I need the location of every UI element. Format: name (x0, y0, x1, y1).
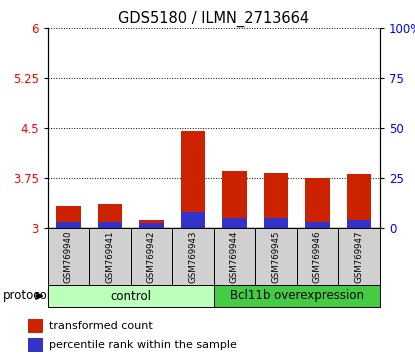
Bar (214, 228, 255, 285)
Bar (56, 206, 81, 228)
Text: GSM769945: GSM769945 (271, 230, 281, 283)
Text: GSM769947: GSM769947 (354, 230, 364, 283)
Bar (222, 218, 247, 228)
Bar (347, 174, 371, 228)
Bar (305, 222, 330, 228)
Bar (347, 220, 371, 228)
Title: GDS5180 / ILMN_2713664: GDS5180 / ILMN_2713664 (118, 11, 309, 27)
Bar (181, 212, 205, 228)
Bar (255, 228, 297, 285)
Bar (305, 178, 330, 228)
Bar (139, 220, 164, 228)
Text: GSM769942: GSM769942 (147, 230, 156, 283)
Text: Bcl11b overexpression: Bcl11b overexpression (230, 290, 364, 303)
Text: percentile rank within the sample: percentile rank within the sample (49, 341, 237, 350)
Bar (264, 173, 288, 228)
Bar (222, 171, 247, 228)
Text: control: control (110, 290, 151, 303)
Text: GSM769941: GSM769941 (105, 230, 115, 283)
Bar (264, 218, 288, 228)
Bar (338, 228, 380, 285)
Bar (214, 285, 380, 307)
Bar (56, 222, 81, 228)
Bar (181, 131, 205, 228)
Text: GSM769943: GSM769943 (188, 230, 198, 283)
Bar (89, 228, 131, 285)
Bar (28, 319, 43, 332)
Bar (98, 204, 122, 228)
Bar (48, 285, 214, 307)
Text: GSM769940: GSM769940 (64, 230, 73, 283)
Bar (172, 228, 214, 285)
Bar (297, 228, 338, 285)
Text: transformed count: transformed count (49, 321, 152, 331)
Text: GSM769946: GSM769946 (313, 230, 322, 283)
Bar (48, 228, 89, 285)
Text: protocol: protocol (2, 290, 51, 303)
Text: GSM769944: GSM769944 (230, 230, 239, 283)
Bar (139, 223, 164, 228)
Bar (28, 338, 43, 352)
Bar (98, 222, 122, 228)
Bar (131, 228, 172, 285)
